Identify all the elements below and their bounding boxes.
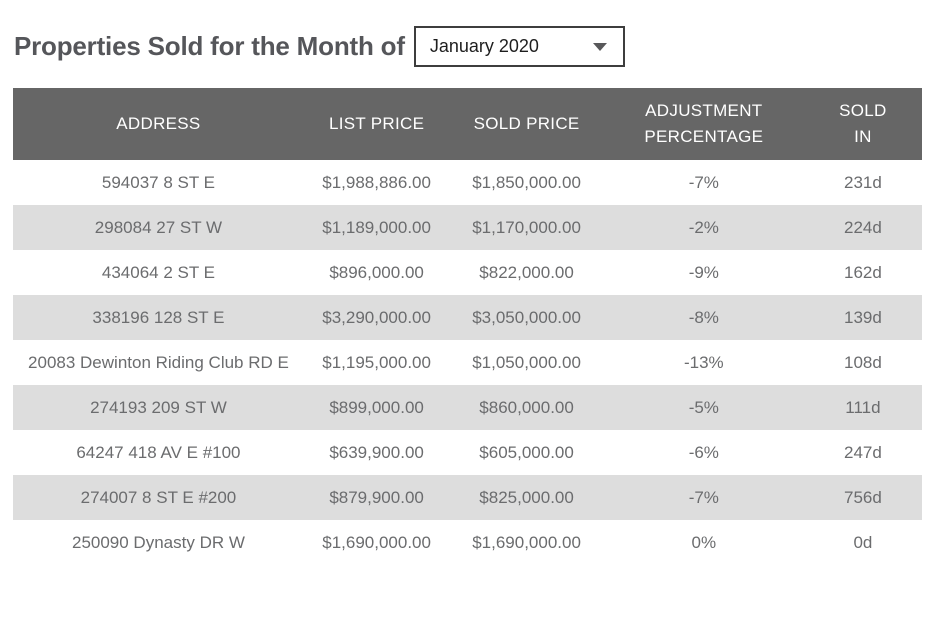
cell-address: 274193 209 ST W — [90, 398, 227, 417]
cell-sold-price: $825,000.00 — [479, 488, 574, 507]
column-header-label: ADDRESS — [116, 114, 201, 133]
cell-sold-in: 231d — [843, 173, 882, 192]
table-row: 274007 8 ST E #200 $879,900.00 $825,000.… — [13, 475, 922, 520]
cell-list-price: $899,000.00 — [329, 398, 424, 417]
cell-address: 338196 128 ST E — [92, 308, 225, 327]
cell-list-price: $896,000.00 — [329, 263, 424, 282]
cell-adjustment-percentage: -9% — [688, 263, 719, 282]
cell-address: 250090 Dynasty DR W — [71, 533, 245, 552]
cell-adjustment-percentage: -7% — [688, 173, 719, 192]
table-row: 274193 209 ST W $899,000.00 $860,000.00 … — [13, 385, 922, 430]
cell-list-price: $879,900.00 — [329, 488, 424, 507]
cell-sold-price: $1,050,000.00 — [472, 353, 581, 372]
cell-sold-price: $1,690,000.00 — [472, 533, 581, 552]
cell-sold-in: 108d — [843, 353, 882, 372]
cell-adjustment-percentage: -2% — [688, 218, 719, 237]
cell-address: 274007 8 ST E #200 — [80, 488, 237, 507]
cell-sold-price: $822,000.00 — [479, 263, 574, 282]
cell-adjustment-percentage: -7% — [688, 488, 719, 507]
column-header: LIST PRICE — [303, 88, 450, 160]
column-header: SOLD PRICE — [449, 88, 604, 160]
cell-sold-price: $1,850,000.00 — [472, 173, 581, 192]
properties-table: ADDRESS LIST PRICE SOLD PRICE ADJUSTMENT… — [13, 88, 922, 565]
cell-sold-in: 0d — [853, 533, 873, 552]
chevron-down-icon — [592, 42, 607, 51]
cell-adjustment-percentage: -8% — [688, 308, 719, 327]
cell-sold-in: 224d — [843, 218, 882, 237]
cell-sold-in: 139d — [843, 308, 882, 327]
column-header-label: SOLD IN — [839, 101, 887, 146]
cell-sold-price: $860,000.00 — [479, 398, 574, 417]
table-row: 434064 2 ST E $896,000.00 $822,000.00 -9… — [13, 250, 922, 295]
page-title: Properties Sold for the Month of — [14, 31, 405, 61]
table-row: 20083 Dewinton Riding Club RD E $1,195,0… — [13, 340, 922, 385]
cell-sold-price: $605,000.00 — [479, 443, 574, 462]
cell-list-price: $1,988,886.00 — [322, 173, 431, 192]
cell-list-price: $1,690,000.00 — [322, 533, 431, 552]
column-header: SOLD IN — [803, 88, 922, 160]
table-row: 298084 27 ST W $1,189,000.00 $1,170,000.… — [13, 205, 922, 250]
cell-sold-in: 247d — [843, 443, 882, 462]
cell-adjustment-percentage: 0% — [691, 533, 717, 552]
cell-address: 64247 418 AV E #100 — [76, 443, 241, 462]
table-row: 338196 128 ST E $3,290,000.00 $3,050,000… — [13, 295, 922, 340]
cell-adjustment-percentage: -6% — [688, 443, 719, 462]
cell-address: 298084 27 ST W — [94, 218, 223, 237]
cell-address: 434064 2 ST E — [101, 263, 215, 282]
table-row: 64247 418 AV E #100 $639,900.00 $605,000… — [13, 430, 922, 475]
month-select-value: January 2020 — [429, 36, 539, 56]
table-row: 250090 Dynasty DR W $1,690,000.00 $1,690… — [13, 520, 922, 565]
cell-sold-in: 756d — [843, 488, 882, 507]
cell-address: 594037 8 ST E — [101, 173, 215, 192]
column-header-label: SOLD PRICE — [473, 114, 580, 133]
cell-sold-in: 162d — [843, 263, 882, 282]
cell-adjustment-percentage: -13% — [683, 353, 724, 372]
month-select[interactable]: January 2020 — [413, 26, 625, 67]
cell-list-price: $3,290,000.00 — [322, 308, 431, 327]
table-body: 594037 8 ST E $1,988,886.00 $1,850,000.0… — [13, 160, 922, 565]
cell-list-price: $1,189,000.00 — [322, 218, 431, 237]
table-head: ADDRESS LIST PRICE SOLD PRICE ADJUSTMENT… — [13, 88, 922, 160]
table-header-row: ADDRESS LIST PRICE SOLD PRICE ADJUSTMENT… — [13, 88, 922, 160]
table-row: 594037 8 ST E $1,988,886.00 $1,850,000.0… — [13, 160, 922, 205]
cell-adjustment-percentage: -5% — [688, 398, 719, 417]
cell-sold-price: $3,050,000.00 — [472, 308, 581, 327]
column-header-label: LIST PRICE — [328, 114, 425, 133]
page-header: Properties Sold for the Month of January… — [14, 26, 922, 67]
cell-sold-price: $1,170,000.00 — [472, 218, 581, 237]
column-header: ADJUSTMENT PERCENTAGE — [603, 88, 804, 160]
column-header-label: ADJUSTMENT PERCENTAGE — [644, 101, 764, 146]
cell-list-price: $1,195,000.00 — [322, 353, 431, 372]
cell-address: 20083 Dewinton Riding Club RD E — [28, 353, 289, 372]
column-header: ADDRESS — [13, 88, 304, 160]
cell-list-price: $639,900.00 — [329, 443, 424, 462]
cell-sold-in: 111d — [845, 398, 881, 417]
